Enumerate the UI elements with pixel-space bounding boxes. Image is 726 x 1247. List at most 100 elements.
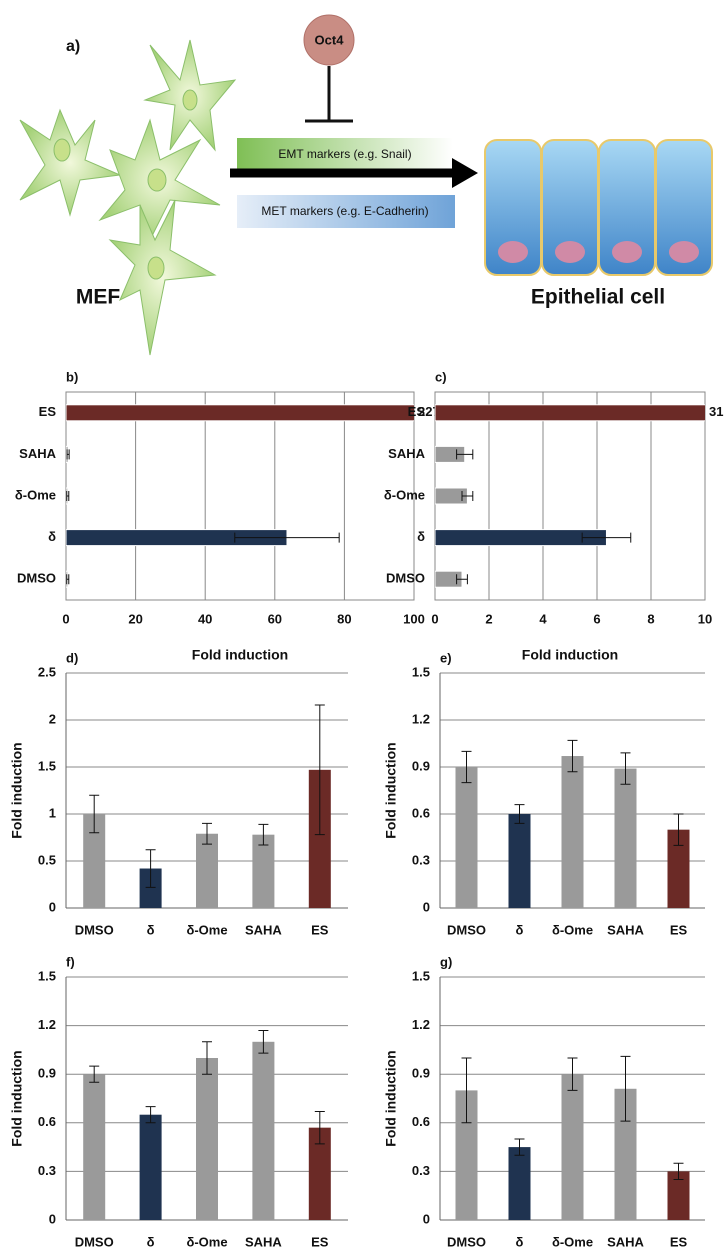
y-axis-title: Fold induction	[383, 742, 399, 838]
x-tick-label: 8	[647, 611, 654, 626]
y-tick-label: 0.3	[412, 1163, 430, 1178]
x-tick-label: SAHA	[245, 922, 282, 937]
error-bar	[461, 750, 472, 784]
mef-cells	[19, 39, 237, 356]
y-tick-label: 1.2	[412, 1017, 430, 1032]
error-bar	[145, 849, 156, 888]
y-tick-label: DMSO	[17, 571, 56, 586]
x-tick-label: ES	[311, 1234, 329, 1247]
error-bar	[567, 739, 578, 773]
y-tick-label: 1.5	[38, 758, 56, 773]
error-bar	[673, 1162, 684, 1180]
y-tick-label: 1.5	[38, 968, 56, 983]
x-tick-label: δ-Ome	[552, 922, 593, 937]
x-tick-label: SAHA	[245, 1234, 282, 1247]
chart: e) 0 0.3 0.6 0.9 1.2 1.5 Fold induction DMSO δ δ-O…	[383, 650, 705, 937]
x-tick-label: ES	[670, 922, 688, 937]
x-tick-label: 4	[539, 611, 547, 626]
x-tick-label: DMSO	[75, 1234, 114, 1247]
y-tick-label: SAHA	[19, 446, 56, 461]
y-tick-label: ES	[39, 404, 57, 419]
x-tick-label: SAHA	[607, 1234, 644, 1247]
y-tick-label: δ	[48, 529, 56, 544]
x-axis-title: Fold induction	[522, 647, 618, 663]
bar	[252, 834, 275, 908]
y-tick-label: 1.5	[412, 968, 430, 983]
y-tick-label: ES	[408, 404, 426, 419]
x-tick-label: ES	[670, 1234, 688, 1247]
error-bar	[202, 1041, 212, 1075]
chart: c) 0 2 4 6 8 10 Fold induction DMSO δ δ-Ome SAHA ES 3…	[384, 369, 724, 663]
bar	[435, 529, 607, 547]
error-bar	[673, 813, 684, 846]
x-tick-label: 40	[198, 611, 212, 626]
bar	[308, 1127, 331, 1220]
x-tick-label: 60	[268, 611, 282, 626]
x-tick-label: DMSO	[447, 922, 486, 937]
x-tick-label: 0	[62, 611, 69, 626]
error-bar	[461, 491, 474, 501]
y-tick-label: δ-Ome	[15, 487, 56, 502]
y-tick-label: 0.9	[412, 1066, 430, 1081]
y-tick-label: 0.6	[412, 805, 430, 820]
bar	[139, 1114, 162, 1220]
y-tick-label: 0.3	[412, 852, 430, 867]
error-bar	[514, 804, 525, 824]
error-bar	[620, 752, 631, 785]
value-label: 227	[418, 404, 440, 419]
mef-label: MEF	[76, 286, 121, 309]
y-tick-label: δ-Ome	[384, 487, 425, 502]
error-bar	[314, 1110, 325, 1145]
y-tick-label: 1.5	[412, 664, 430, 679]
panel-label: b)	[66, 369, 78, 384]
y-tick-label: 1.2	[412, 711, 430, 726]
y-tick-label: 1.2	[38, 1017, 56, 1032]
bar	[66, 404, 414, 422]
y-tick-label: 2	[49, 711, 56, 726]
y-axis-title: Fold induction	[383, 1050, 399, 1146]
panel-label: e)	[440, 650, 452, 665]
error-bar	[89, 1065, 100, 1083]
x-tick-label: DMSO	[75, 922, 114, 937]
y-axis-title: Fold induction	[9, 742, 25, 838]
emt-box	[237, 138, 453, 170]
epithelial-cells	[484, 139, 713, 276]
error-bar	[456, 449, 474, 460]
bar	[667, 829, 690, 908]
error-bar	[456, 574, 468, 585]
x-tick-label: δ-Ome	[186, 922, 227, 937]
emt-label: EMT markers (e.g. Snail)	[278, 147, 411, 161]
y-tick-label: 2.5	[38, 664, 56, 679]
x-tick-label: δ	[516, 1234, 524, 1247]
bar	[561, 1074, 584, 1220]
y-tick-label: 0.5	[38, 852, 56, 867]
met-label: MET markers (e.g. E-Cadherin)	[261, 204, 428, 218]
bar	[435, 404, 705, 422]
bar	[614, 768, 637, 908]
error-bar	[66, 449, 70, 460]
error-bar	[89, 794, 100, 834]
error-bar	[461, 1057, 472, 1124]
y-tick-label: SAHA	[388, 446, 425, 461]
y-tick-label: 0.6	[38, 1114, 56, 1129]
bar	[667, 1171, 690, 1220]
y-tick-label: 0.9	[38, 1066, 56, 1081]
y-tick-label: 0.9	[412, 758, 430, 773]
x-tick-label: δ	[147, 922, 155, 937]
x-tick-label: 6	[593, 611, 600, 626]
chart: g) 0 0.3 0.6 0.9 1.2 1.5 Fold induction DMSO δ δ-O…	[383, 954, 705, 1247]
x-tick-label: 10	[698, 611, 712, 626]
panel-label: d)	[66, 650, 78, 665]
bar	[252, 1041, 275, 1220]
x-tick-label: 80	[337, 611, 351, 626]
y-tick-label: 0.3	[38, 1163, 56, 1178]
y-tick-label: 0	[49, 899, 56, 914]
plot-frame	[65, 391, 415, 601]
y-tick-label: δ	[417, 529, 425, 544]
oct4-node	[303, 14, 355, 66]
error-bar	[66, 491, 70, 501]
panel-label: f)	[66, 954, 75, 969]
chart: b) 0 20 40 60 80 100 Fold induction DMSO δ δ-Ome SA…	[15, 369, 440, 662]
bar	[455, 767, 478, 908]
